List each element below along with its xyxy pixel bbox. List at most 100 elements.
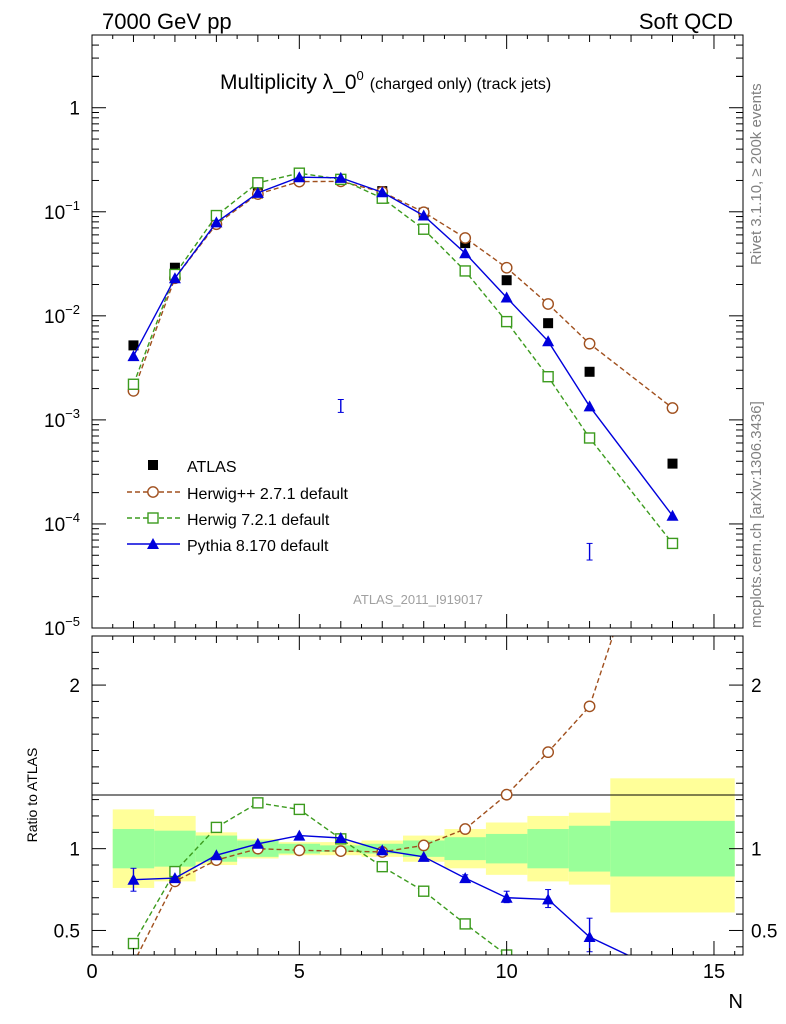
main-y-tick-label: 1 [69, 99, 80, 120]
ratio-data-point [293, 803, 306, 816]
data-point [128, 340, 139, 351]
data-point [168, 272, 181, 284]
ratio-y-tick-label-right: 0.5 [751, 921, 777, 942]
ratio-data-point [500, 788, 513, 801]
ratio-data-point [417, 850, 430, 862]
main-plot-title: Multiplicity λ_00(charged only) (track j… [220, 68, 551, 94]
ratio-y-tick-label-left: 2 [69, 676, 80, 697]
main-plot-series [127, 167, 679, 561]
stat-uncertainty-band [154, 830, 196, 867]
legend-marker-pythia8 [127, 538, 180, 549]
ratio-data-point [667, 970, 679, 981]
data-point [543, 318, 554, 329]
data-point [666, 509, 679, 521]
data-point [542, 298, 555, 310]
ratio-data-point [543, 966, 553, 976]
analysis-id-watermark: ATLAS_2011_I919017 [353, 592, 483, 607]
data-point [667, 458, 678, 469]
data-point [584, 366, 595, 377]
main-plot-frame [91, 34, 744, 629]
series-pythia-8-170-default [127, 171, 679, 561]
legend: ATLAS Herwig++ 2.7.1 default Herwig 7.2.… [127, 459, 349, 555]
main-y-tick-label: 10−3 [44, 406, 80, 432]
ratio-data-point [127, 937, 140, 950]
legend-marker-herwig7 [127, 512, 180, 524]
ratio-y-tick-labels: 0.5 0.5 1 1 2 2 [54, 676, 778, 942]
legend-label-herwig7: Herwig 7.2.1 default [187, 512, 330, 529]
x-tick-label: 5 [294, 961, 305, 983]
data-point [127, 378, 140, 390]
ratio-data-point [376, 844, 389, 856]
stat-uncertainty-band [485, 833, 528, 864]
ratio-data-point [252, 797, 264, 809]
data-point [583, 400, 596, 412]
data-point [583, 337, 596, 350]
legend-symbol [148, 460, 158, 470]
main-y-tick-label: 10−1 [44, 198, 80, 224]
ratio-x-tick-labels: 0 5 10 15 [86, 961, 725, 983]
data-point [501, 275, 512, 286]
data-point [500, 291, 513, 303]
stat-uncertainty-band [112, 829, 155, 869]
stat-uncertainty-band [527, 829, 569, 869]
legend-label-pythia8: Pythia 8.170 default [187, 538, 329, 555]
ratio-data-point [583, 700, 596, 713]
ratio-data-point [334, 832, 347, 844]
stat-uncertainty-band [610, 820, 735, 877]
data-point [459, 265, 471, 277]
ratio-data-point [127, 873, 140, 885]
data-point [418, 223, 430, 235]
data-point [459, 232, 472, 244]
legend-symbol [147, 512, 159, 524]
ratio-data-point [583, 931, 596, 943]
ratio-data-point [293, 829, 306, 841]
header-category-label: Soft QCD [639, 9, 733, 34]
legend-marker-herwigpp [127, 486, 180, 498]
data-point [376, 186, 389, 198]
ratio-data-point [293, 844, 306, 857]
main-y-tick-labels: 1 10−1 10−2 10−3 10−4 10−5 [44, 99, 80, 640]
ratio-plot-frame [91, 635, 744, 956]
data-point [666, 537, 679, 550]
ratio-y-tick-label-right: 1 [751, 840, 762, 861]
ratio-y-tick-label-left: 1 [69, 840, 80, 861]
ratio-data-point [542, 893, 555, 905]
ratio-y-axis-label: Ratio to ATLAS [24, 748, 40, 843]
data-point [252, 177, 264, 189]
ratio-data-point [459, 918, 471, 930]
rivet-version-label: Rivet 3.1.10, ≥ 200k events [748, 83, 765, 265]
ratio-plot-series [127, 636, 679, 981]
ratio-data-point [210, 849, 223, 861]
ratio-uncertainty-bands [112, 778, 735, 913]
ratio-data-point [542, 746, 555, 759]
legend-label-herwigpp: Herwig++ 2.7.1 default [187, 486, 349, 503]
data-point [251, 186, 264, 198]
ratio-data-point [417, 839, 430, 852]
legend-symbol [147, 538, 159, 549]
ratio-series-pythia-8-170-default [127, 829, 679, 981]
data-point [500, 261, 513, 274]
data-point [169, 262, 180, 273]
data-point [666, 402, 679, 414]
ratio-y-tick-label-right: 2 [751, 676, 762, 697]
ratio-data-point [418, 885, 430, 897]
header-energy-label: 7000 GeV pp [102, 9, 232, 34]
data-point [417, 209, 430, 221]
mcplots-source-label: mcplots.cern.ch [arXiv:1306.3436] [748, 401, 765, 628]
stat-uncertainty-band [444, 837, 486, 861]
data-point [542, 335, 555, 347]
legend-label-atlas: ATLAS [187, 459, 237, 476]
x-tick-label: 15 [703, 961, 725, 983]
data-point [293, 171, 306, 183]
data-point [334, 171, 347, 183]
x-tick-label: 0 [86, 961, 97, 983]
ratio-data-point [376, 860, 388, 873]
data-point [500, 315, 513, 328]
ratio-data-point [168, 872, 181, 884]
ratio-data-point [128, 958, 138, 968]
ratio-data-point [334, 845, 347, 858]
main-y-tick-label: 10−2 [44, 302, 80, 328]
legend-symbol [147, 486, 159, 498]
main-y-tick-label: 10−4 [44, 510, 80, 536]
